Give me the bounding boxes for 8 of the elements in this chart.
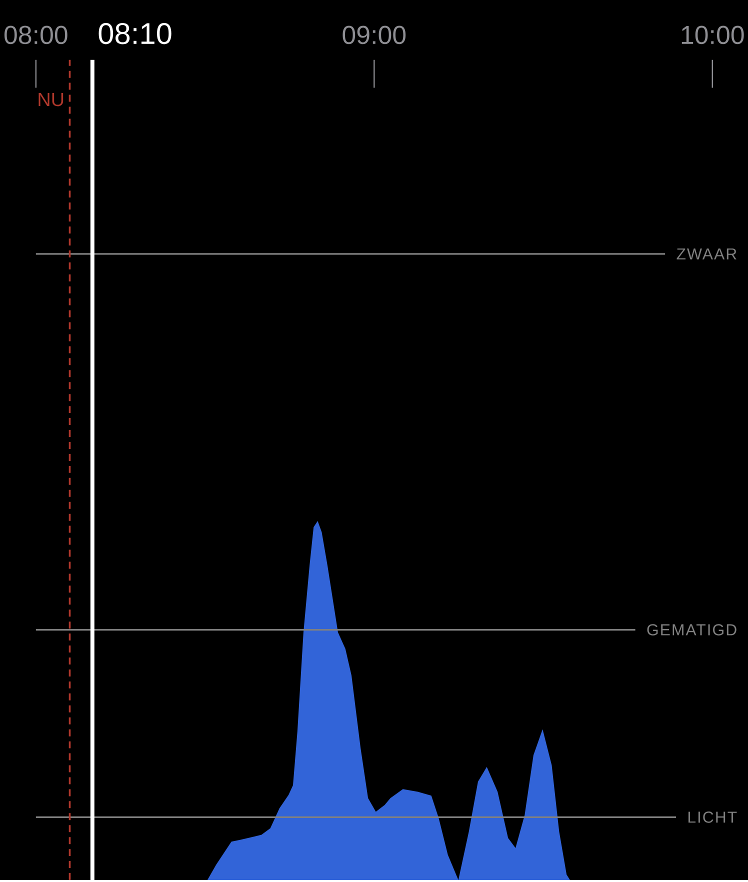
ref-line-label: LICHT xyxy=(688,812,737,823)
ref-line-label: 08:10 xyxy=(98,22,172,44)
x-tick-label: 10:00 xyxy=(682,26,744,44)
x-tick-label: 08:00 xyxy=(4,26,68,44)
ref-line-label: GEMATIGD xyxy=(647,624,736,636)
ref-line-label: ZWAAR xyxy=(676,248,736,260)
x-tick-label: 09:00 xyxy=(342,26,406,44)
ref-line-label: NU xyxy=(38,92,63,106)
